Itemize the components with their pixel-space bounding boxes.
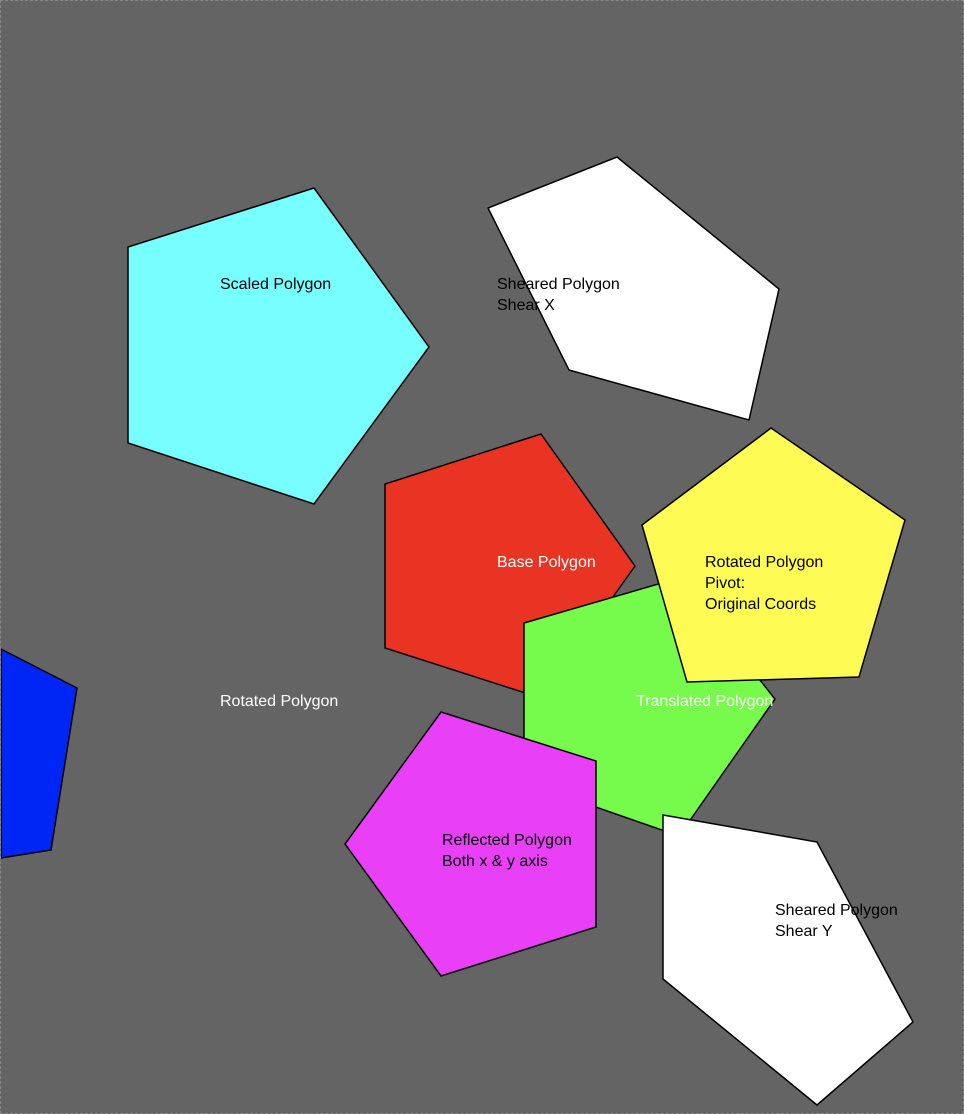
scaled-label: Scaled Polygon bbox=[220, 276, 331, 293]
reflected-polygon bbox=[344, 711, 597, 977]
sheared-y-polygon bbox=[662, 814, 914, 1106]
rotated-label-line: Rotated Polygon bbox=[220, 693, 338, 710]
rotated-pivot-polygon bbox=[641, 427, 906, 683]
shapes-layer bbox=[1, 156, 914, 1106]
sheared-y-label-line: Shear Y bbox=[775, 923, 833, 940]
sheared-x-label-line: Shear X bbox=[497, 297, 555, 314]
rotated-label: Rotated Polygon bbox=[220, 693, 338, 710]
translated-label: Translated Polygon bbox=[636, 693, 773, 710]
reflected-label-line: Both x & y axis bbox=[442, 853, 548, 870]
sheared-x-label-line: Sheared Polygon bbox=[497, 276, 620, 293]
reflected-label: Reflected Polygon Both x & y axis bbox=[442, 832, 572, 870]
rotated-pivot-label: Rotated Polygon Pivot: Original Coords bbox=[705, 554, 823, 613]
sheared-x-label: Sheared Polygon Shear X bbox=[497, 276, 620, 314]
translated-label-line: Translated Polygon bbox=[636, 693, 773, 710]
rotated-pivot-label-line: Rotated Polygon bbox=[705, 554, 823, 571]
sheared-y-label: Sheared Polygon Shear Y bbox=[775, 902, 898, 940]
sheared-y-label-line: Sheared Polygon bbox=[775, 902, 898, 919]
scaled-polygon bbox=[127, 187, 430, 505]
reflected-label-line: Reflected Polygon bbox=[442, 832, 572, 849]
rotated-pivot-label-line: Pivot: bbox=[705, 575, 745, 592]
base-label: Base Polygon bbox=[497, 554, 596, 571]
rotated-pivot-label-line: Original Coords bbox=[705, 596, 816, 613]
labels-layer: Scaled Polygon Sheared Polygon Shear X Base… bbox=[220, 276, 898, 940]
sheared-x-polygon bbox=[486, 156, 780, 421]
rotated-polygon bbox=[1, 648, 78, 859]
base-label-line: Base Polygon bbox=[497, 554, 596, 571]
scaled-label-line: Scaled Polygon bbox=[220, 276, 331, 293]
